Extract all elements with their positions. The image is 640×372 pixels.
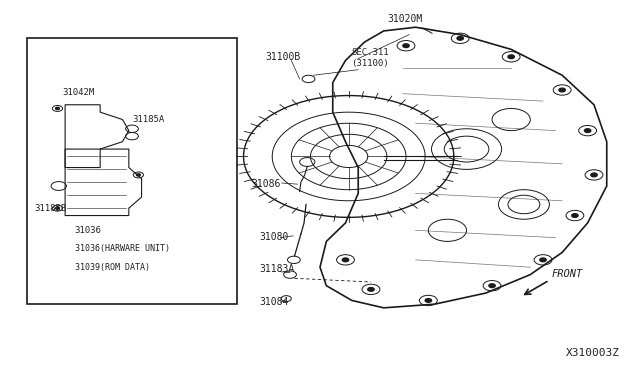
Circle shape	[56, 108, 60, 110]
Text: SEC.311
(31100): SEC.311 (31100)	[351, 48, 388, 68]
Text: 31039(ROM DATA): 31039(ROM DATA)	[75, 263, 150, 272]
Circle shape	[425, 299, 431, 302]
Circle shape	[457, 36, 463, 40]
Text: 31084: 31084	[259, 297, 289, 307]
Text: 31020M: 31020M	[387, 14, 432, 33]
Text: 31086: 31086	[252, 179, 281, 189]
Circle shape	[572, 214, 578, 217]
Circle shape	[489, 284, 495, 288]
Circle shape	[136, 174, 140, 176]
Bar	[27, 38, 237, 304]
Circle shape	[559, 88, 565, 92]
Text: FRONT: FRONT	[551, 269, 582, 279]
Circle shape	[508, 55, 515, 59]
Circle shape	[342, 258, 349, 262]
Text: 31100B: 31100B	[266, 52, 301, 62]
Text: 31080: 31080	[259, 231, 289, 241]
Circle shape	[403, 44, 409, 48]
Text: 31042M: 31042M	[62, 89, 94, 97]
Text: 31185A: 31185A	[132, 115, 164, 124]
Circle shape	[56, 207, 60, 209]
Circle shape	[368, 288, 374, 291]
Circle shape	[584, 129, 591, 132]
Circle shape	[591, 173, 597, 177]
Text: 31036(HARWARE UNIT): 31036(HARWARE UNIT)	[75, 244, 170, 253]
Text: 31036: 31036	[75, 226, 102, 235]
Text: 31185B: 31185B	[35, 203, 67, 213]
Text: 31183A: 31183A	[259, 264, 294, 274]
Text: X310003Z: X310003Z	[566, 348, 620, 358]
Circle shape	[540, 258, 546, 262]
